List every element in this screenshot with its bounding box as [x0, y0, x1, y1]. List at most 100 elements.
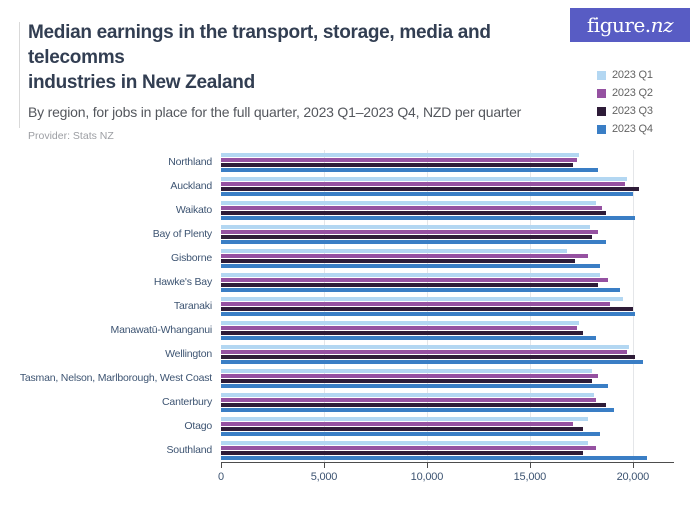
bar-2023-q3[interactable] — [221, 258, 576, 263]
category-label: Auckland — [170, 180, 212, 192]
bar-2023-q3[interactable] — [221, 330, 584, 335]
bar-2023-q4[interactable] — [221, 383, 609, 388]
provider-credit: Provider: Stats NZ — [28, 130, 114, 143]
bar-2023-q4[interactable] — [221, 311, 635, 316]
bar-2023-q3[interactable] — [221, 378, 592, 383]
chart-row: Southland — [0, 438, 700, 462]
bar-2023-q1[interactable] — [221, 440, 588, 445]
bar-2023-q1[interactable] — [221, 152, 580, 157]
bar-2023-q3[interactable] — [221, 402, 607, 407]
category-label: Canterbury — [162, 396, 212, 408]
bar-2023-q2[interactable] — [221, 349, 627, 354]
bar-chart: Northland Auckland Waikato Bay of Plenty Gis… — [0, 150, 700, 483]
bar-2023-q4[interactable] — [221, 359, 644, 364]
row-plot — [221, 150, 674, 174]
bar-2023-q3[interactable] — [221, 354, 635, 359]
page-title-line1: Median earnings in the transport, storag… — [28, 22, 491, 69]
bar-2023-q1[interactable] — [221, 416, 588, 421]
row-plot — [221, 318, 674, 342]
x-axis-tick — [221, 463, 222, 468]
category-label: Gisborne — [170, 252, 212, 264]
bar-2023-q3[interactable] — [221, 234, 592, 239]
row-plot — [221, 198, 674, 222]
bar-2023-q3[interactable] — [221, 186, 639, 191]
bar-2023-q4[interactable] — [221, 431, 600, 436]
legend-swatch-icon — [597, 106, 606, 116]
category-label: Bay of Plenty — [152, 228, 212, 240]
bar-2023-q1[interactable] — [221, 248, 567, 253]
x-axis-line — [221, 462, 674, 463]
bar-2023-q2[interactable] — [221, 421, 574, 426]
page-title: Median earnings in the transport, storag… — [28, 20, 573, 95]
bar-2023-q2[interactable] — [221, 181, 625, 186]
x-axis-tick-label: 5,000 — [310, 471, 338, 483]
chart-row: Tasman, Nelson, Marlborough, West Coast — [0, 366, 700, 390]
bar-2023-q2[interactable] — [221, 301, 611, 306]
chart-row: Auckland — [0, 174, 700, 198]
header: Median earnings in the transport, storag… — [28, 20, 573, 142]
chart-row: Otago — [0, 414, 700, 438]
bar-2023-q4[interactable] — [221, 239, 607, 244]
bar-2023-q1[interactable] — [221, 368, 592, 373]
bar-2023-q4[interactable] — [221, 407, 615, 412]
logo-text-nz: nz — [650, 13, 674, 37]
bar-2023-q2[interactable] — [221, 373, 598, 378]
chart-rows: Northland Auckland Waikato Bay of Plenty Gis… — [0, 150, 700, 462]
category-label: Northland — [168, 156, 212, 168]
bar-2023-q1[interactable] — [221, 224, 590, 229]
bar-2023-q4[interactable] — [221, 167, 598, 172]
chart-row: Wellington — [0, 342, 700, 366]
bar-2023-q1[interactable] — [221, 296, 623, 301]
row-plot — [221, 174, 674, 198]
legend-item[interactable]: 2023 Q4 — [597, 120, 653, 138]
figurenz-logo[interactable]: figure. nz — [570, 8, 690, 42]
category-label: Taranaki — [173, 300, 212, 312]
bar-2023-q4[interactable] — [221, 263, 600, 268]
bar-2023-q3[interactable] — [221, 426, 584, 431]
bar-2023-q1[interactable] — [221, 176, 627, 181]
bar-2023-q2[interactable] — [221, 277, 609, 282]
x-axis-tick — [426, 463, 428, 468]
legend-swatch-icon — [597, 88, 606, 98]
bar-2023-q1[interactable] — [221, 392, 594, 397]
x-axis-tick-label: 20,000 — [616, 471, 650, 483]
bar-2023-q1[interactable] — [221, 320, 580, 325]
bar-2023-q1[interactable] — [221, 344, 629, 349]
bar-2023-q3[interactable] — [221, 306, 633, 311]
bar-2023-q3[interactable] — [221, 282, 598, 287]
bar-2023-q2[interactable] — [221, 397, 596, 402]
bar-2023-q2[interactable] — [221, 205, 602, 210]
row-plot — [221, 222, 674, 246]
chart-row: Gisborne — [0, 246, 700, 270]
bar-2023-q2[interactable] — [221, 325, 578, 330]
legend-item[interactable]: 2023 Q2 — [597, 84, 653, 102]
legend-label: 2023 Q2 — [612, 87, 653, 99]
legend-item[interactable]: 2023 Q3 — [597, 102, 653, 120]
x-axis-tick-label: 15,000 — [513, 471, 547, 483]
x-axis-tick — [323, 463, 325, 468]
bar-2023-q2[interactable] — [221, 253, 588, 258]
bar-2023-q1[interactable] — [221, 200, 596, 205]
category-label: Southland — [166, 444, 213, 456]
bar-2023-q4[interactable] — [221, 287, 621, 292]
x-axis-tick-label: 10,000 — [410, 471, 444, 483]
category-label: Manawatū-Whanganui — [110, 324, 213, 336]
category-label: Otago — [184, 420, 212, 432]
bar-2023-q4[interactable] — [221, 191, 633, 196]
category-label: Hawke's Bay — [153, 276, 212, 288]
bar-2023-q2[interactable] — [221, 229, 598, 234]
chart-subtitle: By region, for jobs in place for the ful… — [28, 104, 522, 121]
bar-2023-q3[interactable] — [221, 210, 607, 215]
bar-2023-q3[interactable] — [221, 162, 574, 167]
row-plot — [221, 270, 674, 294]
legend-item[interactable]: 2023 Q1 — [597, 66, 653, 84]
bar-2023-q1[interactable] — [221, 272, 600, 277]
bar-2023-q4[interactable] — [221, 455, 648, 460]
bar-2023-q4[interactable] — [221, 215, 635, 220]
bar-2023-q2[interactable] — [221, 157, 578, 162]
bar-2023-q4[interactable] — [221, 335, 596, 340]
legend-label: 2023 Q4 — [612, 123, 653, 135]
bar-2023-q3[interactable] — [221, 450, 584, 455]
bar-2023-q2[interactable] — [221, 445, 596, 450]
legend-label: 2023 Q3 — [612, 105, 653, 117]
